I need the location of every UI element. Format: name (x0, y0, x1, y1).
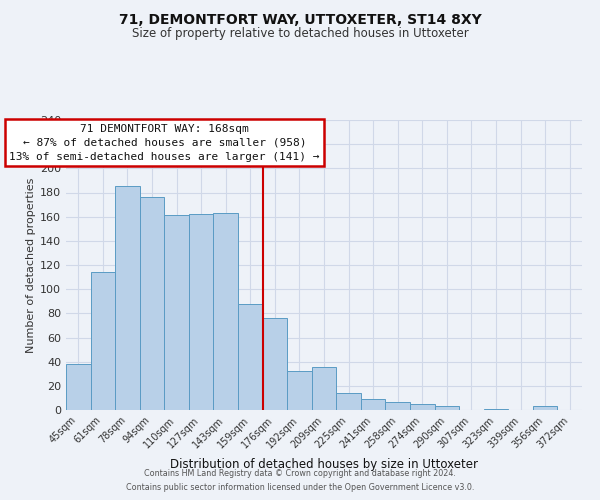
Bar (140, 198, 164, 410)
Bar (189, 214, 214, 410)
Bar (533, 406, 557, 410)
X-axis label: Distribution of detached houses by size in Uttoxeter: Distribution of detached houses by size … (170, 458, 478, 471)
Bar (164, 216, 189, 410)
Text: Contains public sector information licensed under the Open Government Licence v3: Contains public sector information licen… (126, 484, 474, 492)
Text: Size of property relative to detached houses in Uttoxeter: Size of property relative to detached ho… (131, 28, 469, 40)
Bar (91, 272, 115, 410)
Bar (312, 366, 336, 410)
Bar (361, 399, 385, 410)
Bar (385, 402, 410, 410)
Y-axis label: Number of detached properties: Number of detached properties (26, 178, 36, 352)
Text: 71 DEMONTFORT WAY: 168sqm
← 87% of detached houses are smaller (958)
13% of semi: 71 DEMONTFORT WAY: 168sqm ← 87% of detac… (9, 124, 320, 162)
Text: 71, DEMONTFORT WAY, UTTOXETER, ST14 8XY: 71, DEMONTFORT WAY, UTTOXETER, ST14 8XY (119, 12, 481, 26)
Bar (336, 393, 361, 410)
Bar (287, 372, 312, 410)
Text: Contains HM Land Registry data © Crown copyright and database right 2024.: Contains HM Land Registry data © Crown c… (144, 468, 456, 477)
Bar (238, 304, 263, 410)
Bar (410, 404, 434, 410)
Bar (263, 318, 287, 410)
Bar (115, 186, 140, 410)
Bar (214, 213, 238, 410)
Bar (484, 409, 508, 410)
Bar (66, 364, 91, 410)
Bar (434, 406, 459, 410)
